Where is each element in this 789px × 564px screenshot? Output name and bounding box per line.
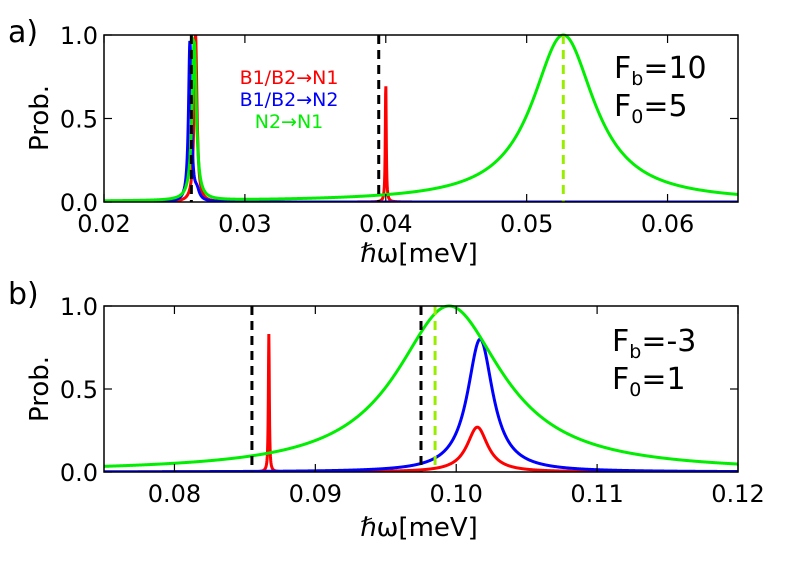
panel-a-label: a) — [8, 15, 38, 50]
panel-b-f0-annotation: F0=1 — [612, 362, 686, 401]
panel-b-xtick-label: 0.12 — [711, 480, 764, 508]
panel-b-ytick-label: 0.0 — [60, 459, 98, 487]
panel-a-fb-annotation: Fb=10 — [614, 51, 707, 90]
legend-entry-n2-n1: N2→N1 — [255, 111, 324, 133]
panel-b-plot-area — [103, 304, 739, 473]
panel-b-xtick-label: 0.08 — [148, 480, 201, 508]
panel-a-ylabel: Prob. — [25, 85, 55, 151]
panel-a-ytick-label: 0.5 — [60, 106, 98, 134]
panel-b-fb-annotation: Fb=-3 — [612, 324, 696, 363]
panel-b-ytick-label: 1.0 — [60, 293, 98, 321]
panel-a-xtick-label: 0.05 — [500, 210, 553, 238]
panel-b-xtick-label: 0.10 — [430, 480, 483, 508]
panel-a-ytick-label: 1.0 — [60, 22, 98, 50]
panel-b-ylabel: Prob. — [25, 356, 55, 422]
series-n2-n1 — [104, 304, 738, 468]
panel-b-xtick-label: 0.09 — [289, 480, 342, 508]
panel-a-plot-area — [103, 33, 739, 203]
panel-b-label: b) — [8, 277, 39, 312]
panel-b-xlabel: ℏω[meV] — [360, 513, 478, 543]
panel-a-xtick-label: 0.04 — [359, 210, 412, 238]
panel-a-f0-annotation: F0=5 — [614, 89, 688, 128]
panel-a-xlabel: ℏω[meV] — [360, 239, 478, 269]
legend-entry-b1b2-n1: B1/B2→N1 — [240, 67, 339, 89]
legend-entry-b1b2-n2: B1/B2→N2 — [240, 89, 339, 111]
panel-a-ytick-label: 0.0 — [60, 189, 98, 217]
panel-b-xtick-label: 0.11 — [570, 480, 623, 508]
panel-a-xtick-label: 0.02 — [77, 210, 130, 238]
panel-b-ytick-label: 0.5 — [60, 376, 98, 404]
panel-a-xtick-label: 0.03 — [218, 210, 271, 238]
panel-a: a) Prob. ℏω[meV] 0.0 0.5 1.0 0.02 0.03 0… — [8, 15, 739, 269]
panel-b: b) Prob. ℏω[meV] 0.0 0.5 1.0 0.08 0.09 0… — [8, 277, 765, 543]
series-n2-n1 — [104, 33, 738, 202]
panel-a-xtick-label: 0.06 — [641, 210, 694, 238]
